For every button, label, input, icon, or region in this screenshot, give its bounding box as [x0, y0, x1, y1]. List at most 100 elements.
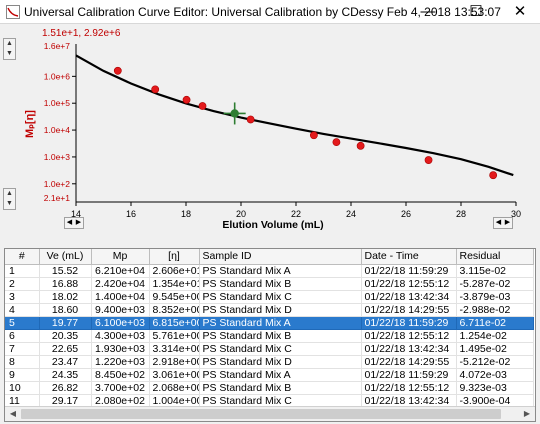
table-cell: PS Standard Mix D — [199, 355, 362, 369]
table-cell: 4.072e-03 — [456, 368, 534, 382]
table-cell: 9 — [5, 368, 40, 382]
table-cell: 15.52 — [39, 264, 92, 278]
table-cell: 1 — [5, 264, 40, 278]
calibration-table[interactable]: # Ve (mL) Mp [η] Sample ID Date - Time R… — [4, 248, 536, 422]
table-cell: 1.354e+01 — [149, 277, 200, 291]
y-tick-label: 1.0e+4 — [44, 125, 71, 135]
table-cell: 6.100e+03 — [91, 316, 150, 330]
calibration-point — [198, 102, 207, 110]
table-row[interactable]: 4 18.60 9.400e+03 8.352e+00 PS Standard Mix … — [5, 303, 534, 317]
right-arrow-icon[interactable]: ▶ — [523, 409, 531, 418]
header-elution-volume[interactable]: Ve (mL) — [39, 249, 92, 265]
title-bar: Universal Calibration Curve Editor: Univ… — [0, 0, 540, 24]
table-row[interactable]: 1 15.52 6.210e+04 2.606e+01 PS Standard Mix … — [5, 264, 534, 278]
y-tick-label: 1.0e+2 — [44, 179, 71, 189]
table-row[interactable]: 6 20.35 4.300e+03 5.761e+00 PS Standard Mix … — [5, 329, 534, 343]
table-cell: 18.60 — [39, 303, 92, 317]
table-row[interactable]: 11 29.17 2.080e+02 1.004e+00 PS Standard Mix… — [5, 394, 534, 408]
calibration-point — [246, 115, 255, 124]
table-cell: 01/22/18 11:59:29 — [361, 264, 457, 278]
x-max-spinner[interactable]: ◀ ▶ — [493, 217, 513, 229]
table-row[interactable]: 10 26.82 3.700e+02 2.068e+00 PS Standard Mix… — [5, 381, 534, 395]
table-cell: 5 — [5, 316, 40, 330]
down-arrow-icon[interactable]: ▼ — [6, 200, 13, 207]
table-row[interactable]: 9 24.35 8.450e+02 3.061e+00 PS Standard Mix … — [5, 368, 534, 382]
editor-content: ▲ ▼ ▲ ▼ 1.51e+1, 2.92e+6 Mₚ[η] Elution V… — [0, 24, 540, 424]
table-cell: 10 — [5, 381, 40, 395]
table-cell: PS Standard Mix B — [199, 381, 362, 395]
table-cell: 1.220e+03 — [91, 355, 150, 369]
up-arrow-icon[interactable]: ▲ — [6, 190, 13, 197]
table-cell: 1.930e+03 — [91, 342, 150, 356]
calibration-chart[interactable]: 1.51e+1, 2.92e+6 Mₚ[η] Elution Volume (m… — [0, 24, 540, 234]
x-tick-label: 26 — [401, 209, 411, 219]
calibration-point — [182, 95, 191, 104]
table-cell: 3.115e-02 — [456, 264, 534, 278]
right-arrow-icon[interactable]: ▶ — [75, 219, 82, 226]
header-date-time[interactable]: Date - Time — [361, 249, 457, 265]
x-tick-label: 24 — [346, 209, 356, 219]
cursor-readout: 1.51e+1, 2.92e+6 — [42, 28, 121, 39]
header-index[interactable]: # — [5, 249, 40, 265]
table-cell: 2.606e+01 — [149, 264, 200, 278]
table-row[interactable]: 3 18.02 1.400e+04 9.545e+00 PS Standard Mix … — [5, 290, 534, 304]
table-cell: 9.400e+03 — [91, 303, 150, 317]
table-row[interactable]: 7 22.65 1.930e+03 3.314e+00 PS Standard Mix … — [5, 342, 534, 356]
left-arrow-icon[interactable]: ◀ — [9, 409, 17, 418]
table-cell: 2.918e+00 — [149, 355, 200, 369]
table-cell: 1.495e-02 — [456, 342, 534, 356]
table-cell: 1.254e-02 — [456, 329, 534, 343]
calibration-point — [489, 171, 498, 180]
table-cell: PS Standard Mix A — [199, 368, 362, 382]
table-cell: 01/22/18 14:29:55 — [361, 303, 457, 317]
table-row[interactable]: 5 19.77 6.100e+03 6.815e+00 PS Standard Mix … — [5, 316, 534, 330]
table-cell: -2.988e-02 — [456, 303, 534, 317]
table-cell: 16.88 — [39, 277, 92, 291]
table-cell: PS Standard Mix C — [199, 342, 362, 356]
close-button[interactable]: ✕ — [513, 3, 527, 20]
y-min-label: 2.1e+1 — [44, 193, 71, 203]
table-cell: 1.400e+04 — [91, 290, 150, 304]
maximize-button[interactable]: ☐ — [469, 3, 483, 20]
table-row[interactable]: 2 16.88 2.420e+04 1.354e+01 PS Standard Mix … — [5, 277, 534, 291]
minimize-button[interactable]: — — [420, 2, 436, 20]
table-cell: 26.82 — [39, 381, 92, 395]
calibration-point — [113, 66, 122, 75]
curve-icon — [6, 5, 20, 19]
y-tick-label: 1.0e+6 — [44, 71, 71, 81]
y-max-spinner[interactable]: ▲ ▼ — [3, 38, 16, 60]
header-sample-id[interactable]: Sample ID — [199, 249, 362, 265]
left-arrow-icon[interactable]: ◀ — [66, 219, 73, 226]
table-cell: 6 — [5, 329, 40, 343]
table-cell: 3.700e+02 — [91, 381, 150, 395]
table-cell: 23.47 — [39, 355, 92, 369]
left-arrow-icon[interactable]: ◀ — [495, 219, 502, 226]
table-cell: -3.879e-03 — [456, 290, 534, 304]
up-arrow-icon[interactable]: ▲ — [6, 40, 13, 47]
table-cell: 22.65 — [39, 342, 92, 356]
calibration-point — [424, 156, 433, 164]
x-tick-label: 30 — [511, 209, 521, 219]
down-arrow-icon[interactable]: ▼ — [6, 50, 13, 57]
table-cell: PS Standard Mix C — [199, 290, 362, 304]
table-cell: 01/22/18 11:59:29 — [361, 316, 457, 330]
table-cell: 3.061e+00 — [149, 368, 200, 382]
selected-point — [230, 109, 239, 118]
x-min-spinner[interactable]: ◀ ▶ — [64, 217, 84, 229]
scrollbar-thumb[interactable] — [21, 409, 501, 419]
table-cell: PS Standard Mix A — [199, 316, 362, 330]
horizontal-scrollbar[interactable]: ◀ ▶ — [5, 406, 535, 421]
y-min-spinner[interactable]: ▲ ▼ — [3, 188, 16, 210]
right-arrow-icon[interactable]: ▶ — [504, 219, 511, 226]
header-mp[interactable]: Mp — [91, 249, 150, 265]
x-tick-label: 16 — [126, 209, 136, 219]
table-cell: 01/22/18 13:42:34 — [361, 290, 457, 304]
table-cell: 8.450e+02 — [91, 368, 150, 382]
header-intrinsic-viscosity[interactable]: [η] — [149, 249, 200, 265]
header-residual[interactable]: Residual — [456, 249, 534, 265]
table-cell: 01/22/18 11:59:29 — [361, 368, 457, 382]
table-cell: -5.212e-02 — [456, 355, 534, 369]
table-row[interactable]: 8 23.47 1.220e+03 2.918e+00 PS Standard Mix … — [5, 355, 534, 369]
table-cell: PS Standard Mix B — [199, 277, 362, 291]
table-cell: 6.815e+00 — [149, 316, 200, 330]
